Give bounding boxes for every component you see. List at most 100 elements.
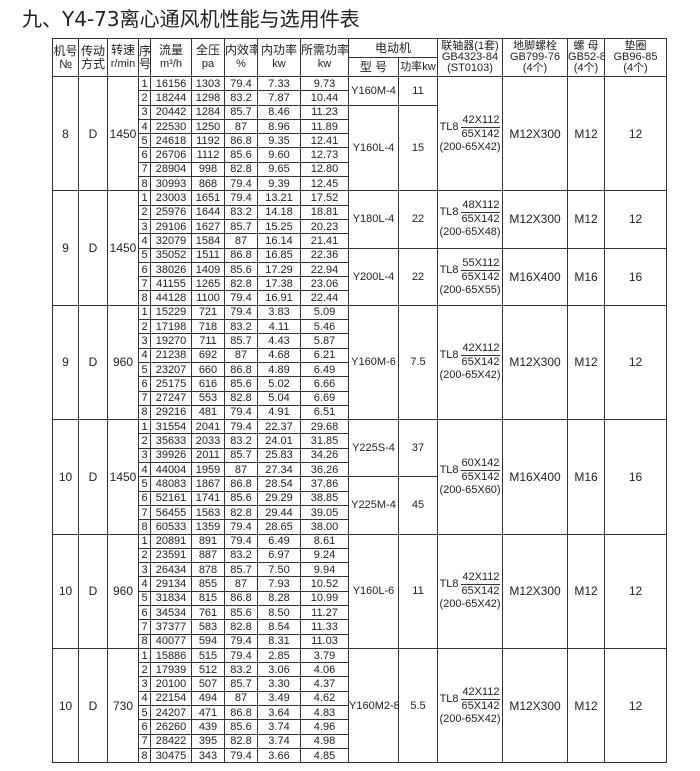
- required-power-cell: 6.51: [300, 404, 349, 421]
- efficiency-cell: 87: [224, 576, 258, 592]
- coupling-cell: TL8 42X112 65X142 (200-65X42): [437, 533, 504, 649]
- inner-power-cell: 8.46: [257, 104, 301, 120]
- table-row: 5 24618 1192 86.8 9.35 12.41: [53, 133, 667, 149]
- coupling-spec: 42X112 65X142: [460, 342, 501, 369]
- header-bolt: 地脚螺栓 GB799-76 (4个): [502, 38, 569, 77]
- required-power-cell: 4.85: [300, 747, 349, 764]
- efficiency-cell: 87: [224, 690, 258, 707]
- seq-cell: 1: [138, 647, 151, 664]
- header-drive: 传动 方式: [78, 38, 108, 77]
- required-power-cell: 12.73: [300, 147, 349, 163]
- header-text: 地脚螺栓: [513, 40, 558, 52]
- table-row: 5 35052 1511 86.8 16.85 22.36 Y200L-4 22 TL8 55X1…: [53, 247, 668, 306]
- flow-cell: 28904: [150, 161, 192, 178]
- efficiency-cell: 83.2: [224, 662, 258, 678]
- required-power-cell: 6.49: [300, 361, 349, 378]
- seq-cell: 6: [138, 147, 151, 163]
- pressure-cell: 855: [191, 576, 225, 592]
- seq-cell: 8: [138, 747, 151, 764]
- flow-cell: 25976: [150, 204, 192, 220]
- coupling-model: TL8: [439, 463, 459, 476]
- flow-cell: 20442: [150, 104, 192, 120]
- flow-cell: 29134: [150, 576, 192, 592]
- seq-cell: 8: [138, 176, 151, 192]
- header-text: (4个): [573, 62, 599, 74]
- table-row: 7 41155 1265 82.8 17.38 23.06: [53, 276, 667, 292]
- seq-cell: 5: [138, 476, 151, 492]
- table-row: 9 D 1450 1 23003 1651 79.4 13.21 17.52 Y180L-4 22 T…: [52, 190, 668, 306]
- table-row: 2 23591 887 83.2 6.97 9.24: [53, 547, 667, 564]
- pressure-cell: 594: [191, 633, 225, 649]
- required-power-cell: 4.96: [300, 719, 349, 735]
- efficiency-cell: 79.4: [224, 747, 258, 764]
- inner-power-cell: 4.89: [257, 361, 301, 378]
- table-row: 8 30475 343 79.4 3.66 4.85: [53, 747, 667, 764]
- header-text: (4个): [623, 62, 648, 74]
- speed-cell: 1450: [107, 190, 139, 306]
- pressure-cell: 718: [191, 319, 225, 335]
- pressure-cell: 439: [191, 719, 225, 735]
- seq-cell: 2: [138, 433, 151, 449]
- efficiency-cell: 83.2: [224, 319, 258, 335]
- drive-cell: D: [78, 304, 108, 421]
- required-power-cell: 9.94: [300, 562, 349, 578]
- flow-cell: 27247: [150, 390, 192, 406]
- pressure-cell: 1627: [191, 218, 225, 235]
- coupling-spec-bottom: 65X142: [461, 585, 500, 598]
- pressure-cell: 1651: [191, 190, 225, 206]
- header-washer: 垫圈 GB96-85 (4个): [604, 38, 668, 77]
- seq-cell: 7: [138, 733, 151, 749]
- seq-cell: 8: [138, 519, 151, 535]
- machine-no-cell: 9: [52, 190, 79, 306]
- header-text: 联轴器(1套): [441, 40, 499, 52]
- machine-no-cell: 10: [52, 647, 79, 764]
- speed-cell: 960: [107, 304, 139, 421]
- efficiency-cell: 79.4: [224, 176, 258, 192]
- table-row: 9 D 960 1 15229 721 79.4 3.83 5.09 Y160M-6 7.5 TL8 4…: [52, 304, 668, 421]
- efficiency-cell: 79.4: [224, 633, 258, 649]
- inner-power-cell: 28.65: [257, 519, 301, 535]
- motor-kw-cell: 7.5: [397, 304, 439, 421]
- flow-cell: 48083: [150, 476, 192, 492]
- table-row: 2 17939 512 83.2 3.06 4.06: [53, 662, 667, 678]
- required-power-cell: 38.85: [300, 490, 349, 506]
- seq-cell: 5: [138, 247, 151, 263]
- efficiency-cell: 79.4: [224, 404, 258, 421]
- coupling-spec-bottom: 65X142: [461, 699, 500, 712]
- flow-cell: 16156: [150, 75, 192, 92]
- efficiency-cell: 82.8: [224, 161, 258, 178]
- inner-power-cell: 27.34: [257, 462, 301, 478]
- flow-cell: 38026: [150, 261, 192, 278]
- flow-cell: 20100: [150, 676, 192, 692]
- flow-cell: 15229: [150, 304, 192, 321]
- seq-cell: 4: [138, 233, 151, 249]
- motor-type-cell: Y160L-6: [348, 533, 399, 649]
- required-power-cell: 10.99: [300, 590, 349, 606]
- seq-cell: 5: [138, 590, 151, 606]
- efficiency-cell: 85.6: [224, 147, 258, 163]
- seq-cell: 6: [138, 261, 151, 278]
- table-row: 6 26706 1112 85.6 9.60 12.73: [53, 147, 667, 163]
- flow-cell: 17198: [150, 319, 192, 335]
- required-power-cell: 12.41: [300, 133, 349, 149]
- inner-power-cell: 3.64: [257, 705, 301, 721]
- efficiency-cell: 85.6: [224, 261, 258, 278]
- efficiency-cell: 85.6: [224, 376, 258, 392]
- seq-cell: 2: [138, 90, 151, 106]
- header-text: 流量: [158, 43, 183, 57]
- seq-cell: 4: [138, 690, 151, 707]
- header-text: 机号: [53, 43, 78, 58]
- pressure-cell: 1741: [191, 490, 225, 506]
- table-row: 3 39926 2011 85.7 25.83 34.26: [53, 447, 667, 464]
- pressure-cell: 1112: [191, 147, 225, 163]
- table-row: 4 21238 692 87 4.68 6.21: [53, 347, 667, 363]
- speed-cell: 1450: [107, 419, 139, 535]
- required-power-cell: 5.87: [300, 333, 349, 349]
- coupling-spec-top: 42X112: [460, 113, 501, 128]
- table-row: 7 27247 553 82.8 5.04 6.69: [53, 390, 667, 406]
- required-power-cell: 10.52: [300, 576, 349, 592]
- seq-cell: 7: [138, 161, 151, 178]
- seq-cell: 3: [138, 218, 151, 235]
- seq-cell: 6: [138, 490, 151, 506]
